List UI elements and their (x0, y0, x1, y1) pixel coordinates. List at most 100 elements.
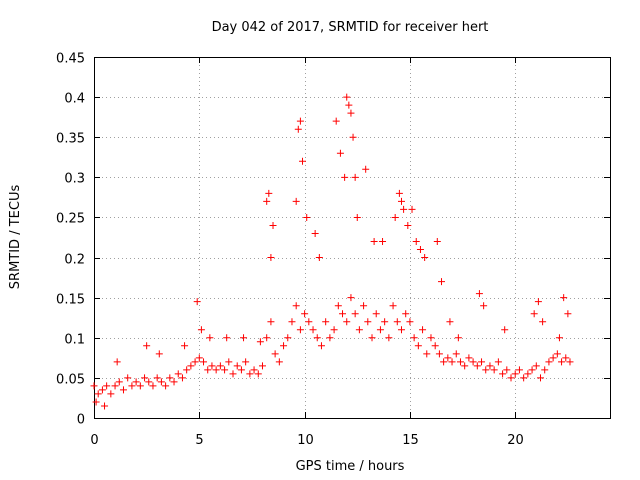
y-tick-label: 0.45 (56, 52, 85, 67)
data-point (419, 326, 427, 334)
data-point (349, 133, 357, 141)
scatter-points (90, 93, 574, 410)
y-tick-label: 0.1 (64, 333, 85, 348)
data-point (461, 362, 469, 370)
y-tick-label: 0.2 (64, 253, 85, 268)
data-point (368, 334, 376, 342)
data-point (364, 318, 372, 326)
data-point (145, 378, 153, 386)
data-point (208, 362, 216, 370)
data-point (301, 310, 309, 318)
data-point (103, 382, 111, 390)
data-point (478, 358, 486, 366)
data-point (499, 370, 507, 378)
x-tick-label: 20 (507, 433, 524, 448)
data-point (326, 334, 334, 342)
data-point (515, 366, 523, 374)
data-point (275, 358, 283, 366)
data-point (353, 213, 361, 221)
data-point (265, 189, 273, 197)
data-point (339, 310, 347, 318)
data-point (92, 398, 100, 406)
data-point (212, 366, 220, 374)
data-point (263, 197, 271, 205)
x-axis-label: GPS time / hours (296, 459, 405, 474)
data-point (200, 358, 208, 366)
data-point (237, 366, 245, 374)
data-point (280, 342, 288, 350)
data-point (242, 358, 250, 366)
data-point (330, 326, 338, 334)
data-point (351, 173, 359, 181)
data-point (299, 157, 307, 165)
data-point (347, 294, 355, 302)
data-point (454, 334, 462, 342)
data-point (431, 342, 439, 350)
data-point (292, 197, 300, 205)
data-point (204, 366, 212, 374)
data-point (334, 302, 342, 310)
data-point (435, 350, 443, 358)
data-point (402, 310, 410, 318)
data-point (246, 370, 254, 378)
data-point (404, 221, 412, 229)
data-point (343, 318, 351, 326)
y-tick-label: 0.35 (56, 132, 85, 147)
data-point (141, 374, 149, 382)
data-point (288, 318, 296, 326)
data-point (406, 318, 414, 326)
data-point (553, 350, 561, 358)
data-point (376, 326, 384, 334)
data-point (233, 362, 241, 370)
data-point (149, 382, 157, 390)
data-point (528, 366, 536, 374)
data-point (482, 366, 490, 374)
y-tick-label: 0.3 (64, 172, 85, 187)
data-point (94, 390, 102, 398)
data-point (157, 378, 165, 386)
data-point (90, 382, 98, 390)
data-point (456, 358, 464, 366)
data-point (438, 278, 446, 286)
data-point (313, 334, 321, 342)
data-point (423, 350, 431, 358)
data-point (414, 342, 422, 350)
data-point (549, 354, 557, 362)
data-point (322, 318, 330, 326)
data-point (427, 334, 435, 342)
y-tick-label: 0 (77, 413, 85, 428)
data-point (128, 382, 136, 390)
data-point (503, 366, 511, 374)
data-point (446, 318, 454, 326)
data-point (566, 358, 574, 366)
x-tick-label: 5 (195, 433, 203, 448)
data-point (267, 318, 275, 326)
data-point (501, 326, 509, 334)
data-point (303, 213, 311, 221)
data-point (98, 386, 106, 394)
data-point (469, 358, 477, 366)
data-point (181, 342, 189, 350)
data-point (143, 342, 151, 350)
data-point (229, 370, 237, 378)
data-point (332, 117, 340, 125)
y-tick-label: 0.4 (64, 92, 85, 107)
data-point (541, 366, 549, 374)
data-point (362, 165, 370, 173)
chart-title: Day 042 of 2017, SRMTID for receiver her… (212, 20, 489, 35)
data-point (305, 318, 313, 326)
data-point (263, 334, 271, 342)
data-point (473, 362, 481, 370)
data-point (178, 374, 186, 382)
data-point (452, 350, 460, 358)
data-point (345, 101, 353, 109)
data-point (216, 362, 224, 370)
data-point (294, 125, 302, 133)
data-point (195, 354, 203, 362)
data-point (119, 386, 127, 394)
data-point (560, 294, 568, 302)
data-point (507, 374, 515, 382)
data-point (343, 93, 351, 101)
data-point (256, 338, 264, 346)
data-point (416, 246, 424, 254)
